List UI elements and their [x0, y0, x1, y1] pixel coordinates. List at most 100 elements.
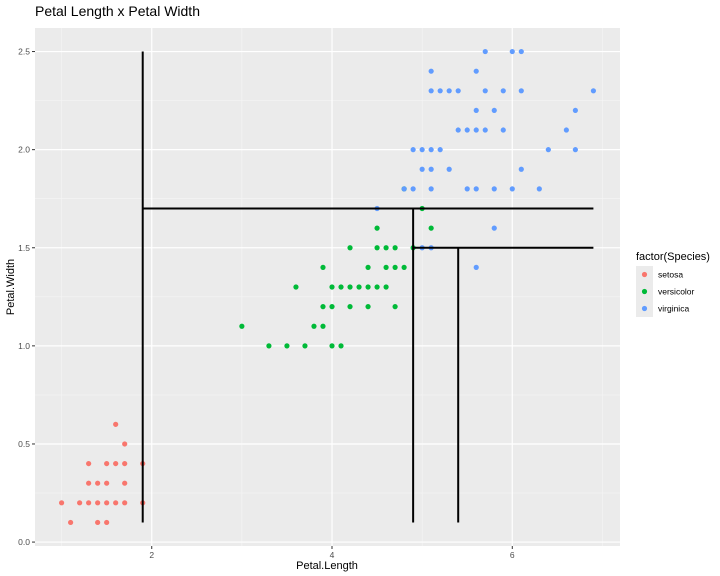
data-point-versicolor — [365, 264, 371, 270]
data-point-setosa — [68, 519, 74, 526]
data-point-versicolor — [365, 304, 371, 310]
y-tick-label: 0.5 — [18, 439, 30, 449]
legend-marker-setosa — [641, 271, 648, 278]
data-point-versicolor — [374, 284, 380, 290]
x-tick-label: 6 — [510, 550, 515, 560]
y-tick-label: 2.5 — [18, 47, 30, 57]
legend-label-versicolor: versicolor — [658, 287, 695, 297]
data-point-virginica — [509, 48, 515, 55]
data-point-versicolor — [392, 304, 398, 310]
data-point-virginica — [509, 186, 515, 192]
x-axis: 2 4 6 — [149, 546, 515, 560]
data-point-setosa — [113, 500, 119, 506]
data-point-virginica — [473, 107, 479, 114]
data-point-virginica — [482, 88, 488, 94]
data-point-virginica — [545, 147, 551, 153]
y-axis-title: Petal.Width — [5, 259, 17, 315]
data-point-virginica — [518, 88, 524, 94]
data-point-setosa — [104, 500, 110, 506]
data-point-virginica — [446, 88, 452, 94]
data-point-virginica — [563, 127, 569, 133]
data-point-versicolor — [329, 343, 335, 349]
annotation-lines — [141, 51, 594, 523]
legend-label-virginica: virginica — [658, 304, 689, 314]
data-point-virginica — [446, 166, 452, 172]
data-point-versicolor — [338, 284, 344, 290]
x-tick-label: 4 — [330, 550, 335, 560]
data-point-virginica — [428, 88, 434, 94]
data-point-virginica — [473, 186, 479, 192]
data-point-setosa — [122, 460, 128, 467]
data-point-versicolor — [284, 343, 290, 349]
x-tick-label: 2 — [149, 550, 154, 560]
data-point-virginica — [455, 127, 461, 133]
data-point-versicolor — [266, 343, 272, 349]
data-point-virginica — [491, 186, 497, 192]
data-point-virginica — [518, 166, 524, 172]
data-point-setosa — [104, 460, 110, 467]
data-point-versicolor — [383, 284, 389, 290]
data-point-versicolor — [302, 343, 308, 349]
x-axis-title: Petal.Length — [296, 560, 358, 572]
data-point-virginica — [500, 127, 506, 133]
data-point-versicolor — [347, 284, 353, 290]
data-point-virginica — [401, 186, 407, 192]
data-point-setosa — [122, 441, 128, 447]
data-point-virginica — [464, 186, 470, 192]
data-point-setosa — [122, 500, 128, 506]
data-point-versicolor — [401, 264, 407, 270]
legend: factor(Species) setosa versicolor virginic… — [636, 251, 710, 317]
data-point-setosa — [113, 421, 119, 427]
data-point-versicolor — [329, 284, 335, 290]
data-point-virginica — [428, 147, 434, 153]
data-point-virginica — [473, 264, 479, 270]
data-point-setosa — [86, 500, 92, 506]
data-point-setosa — [95, 519, 101, 526]
data-point-setosa — [113, 460, 119, 467]
data-point-versicolor — [329, 304, 335, 310]
data-point-virginica — [437, 88, 443, 94]
data-point-setosa — [58, 500, 65, 506]
data-point-versicolor — [383, 264, 389, 270]
data-point-setosa — [104, 519, 110, 526]
data-point-versicolor — [293, 284, 299, 290]
y-axis: 0.0 0.5 1.0 1.5 2.0 2.5 — [18, 47, 35, 547]
y-tick-label: 1.0 — [18, 341, 30, 351]
data-point-setosa — [86, 460, 92, 467]
legend-label-setosa: setosa — [658, 270, 683, 280]
legend-marker-virginica — [641, 305, 648, 312]
data-point-virginica — [518, 48, 524, 55]
data-point-versicolor — [365, 284, 371, 290]
data-point-setosa — [104, 480, 110, 486]
data-point-virginica — [410, 147, 416, 153]
data-point-virginica — [536, 186, 542, 192]
data-point-setosa — [95, 500, 101, 506]
grid-major — [35, 28, 620, 546]
data-point-virginica — [428, 166, 434, 172]
data-point-virginica — [500, 88, 506, 94]
data-point-versicolor — [347, 245, 353, 251]
data-point-versicolor — [320, 323, 326, 329]
data-point-virginica — [473, 127, 479, 133]
data-point-versicolor — [383, 245, 389, 251]
data-point-versicolor — [239, 323, 245, 329]
data-point-versicolor — [320, 264, 326, 270]
data-point-virginica — [419, 147, 425, 153]
data-point-versicolor — [374, 225, 380, 231]
data-point-versicolor — [347, 304, 353, 310]
data-point-versicolor — [428, 225, 434, 231]
data-point-virginica — [491, 107, 497, 114]
data-point-virginica — [410, 186, 416, 192]
y-tick-label: 1.5 — [18, 243, 30, 253]
data-point-virginica — [455, 88, 461, 94]
plot-panel — [35, 28, 620, 546]
data-point-virginica — [428, 68, 434, 74]
data-point-versicolor — [320, 304, 326, 310]
y-tick-label: 2.0 — [18, 145, 30, 155]
data-point-virginica — [482, 127, 488, 133]
data-point-virginica — [437, 147, 443, 153]
data-point-versicolor — [356, 284, 362, 290]
data-point-setosa — [86, 480, 92, 486]
data-point-versicolor — [374, 245, 380, 251]
